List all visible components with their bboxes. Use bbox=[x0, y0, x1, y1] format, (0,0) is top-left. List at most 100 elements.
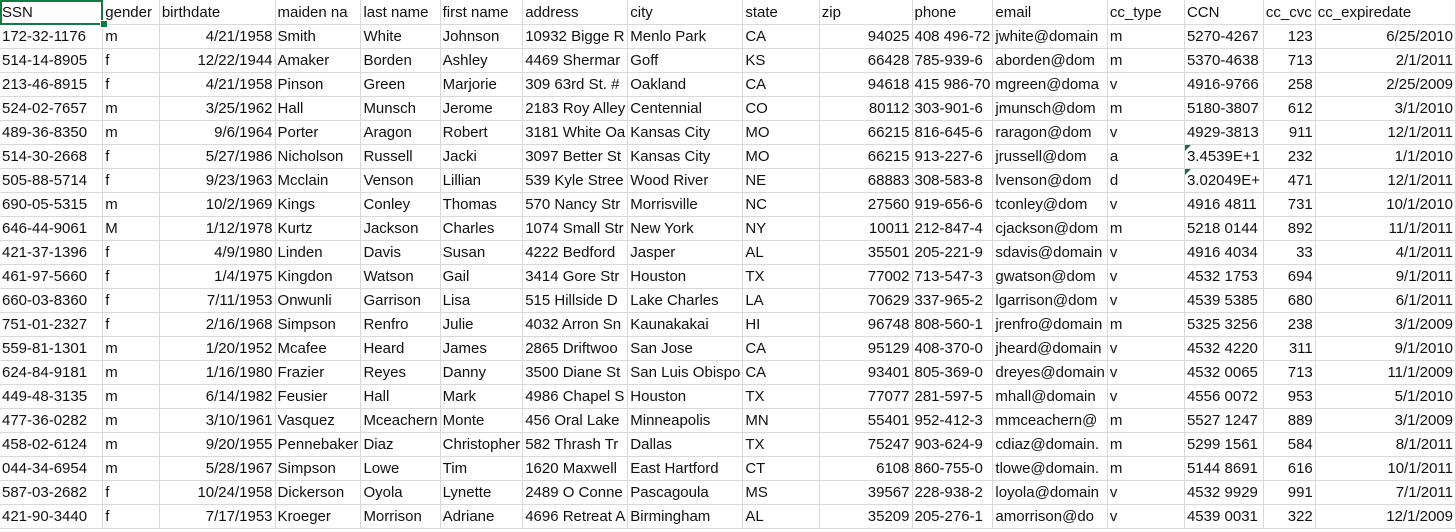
header-cell-birthdate[interactable]: birthdate bbox=[159, 0, 276, 25]
cell[interactable]: v bbox=[1107, 480, 1185, 505]
cell[interactable]: 205-276-1 bbox=[912, 504, 994, 529]
cell[interactable]: 93401 bbox=[819, 360, 913, 385]
cell[interactable]: jmunsch@dom bbox=[992, 96, 1108, 121]
cell[interactable]: Centennial bbox=[627, 96, 744, 121]
cell[interactable]: Reyes bbox=[360, 360, 441, 385]
cell[interactable]: MN bbox=[742, 408, 820, 433]
cell[interactable]: 258 bbox=[1263, 72, 1316, 97]
cell[interactable]: 1/12/1978 bbox=[159, 216, 276, 241]
cell[interactable]: 4916-9766 bbox=[1184, 72, 1264, 97]
cell[interactable]: CA bbox=[742, 24, 820, 49]
cell[interactable]: Morrisville bbox=[627, 192, 744, 217]
cell[interactable]: Linden bbox=[275, 240, 362, 265]
cell[interactable]: 461-97-5660 bbox=[0, 264, 104, 289]
cell[interactable]: Kaunakakai bbox=[627, 312, 744, 337]
cell[interactable]: Mark bbox=[440, 384, 524, 409]
cell[interactable]: Renfro bbox=[360, 312, 441, 337]
cell[interactable]: 4532 0065 bbox=[1184, 360, 1264, 385]
cell[interactable]: f bbox=[102, 168, 160, 193]
cell[interactable]: 7/11/1953 bbox=[159, 288, 276, 313]
cell[interactable]: Onwunli bbox=[275, 288, 362, 313]
cell[interactable]: 77002 bbox=[819, 264, 913, 289]
cell[interactable]: 1620 Maxwell bbox=[522, 456, 629, 481]
cell[interactable]: Jerome bbox=[440, 96, 524, 121]
cell[interactable]: 96748 bbox=[819, 312, 913, 337]
cell[interactable]: 4532 1753 bbox=[1184, 264, 1264, 289]
cell[interactable]: 570 Nancy Str bbox=[522, 192, 629, 217]
cell[interactable]: Davis bbox=[360, 240, 441, 265]
cell[interactable]: m bbox=[1107, 312, 1185, 337]
cell[interactable]: Pinson bbox=[275, 72, 362, 97]
cell[interactable]: Lake Charles bbox=[627, 288, 744, 313]
cell[interactable]: v bbox=[1107, 288, 1185, 313]
cell[interactable]: 1/16/1980 bbox=[159, 360, 276, 385]
header-cell-ssn[interactable]: SSN bbox=[0, 0, 104, 25]
cell[interactable]: 11/1/2009 bbox=[1315, 360, 1456, 385]
cell[interactable]: 172-32-1176 bbox=[0, 24, 104, 49]
error-indicator-icon[interactable] bbox=[1184, 169, 1191, 175]
cell[interactable]: 4/21/1958 bbox=[159, 72, 276, 97]
cell[interactable]: f bbox=[102, 240, 160, 265]
cell[interactable]: 4222 Bedford bbox=[522, 240, 629, 265]
cell[interactable]: 2/16/1968 bbox=[159, 312, 276, 337]
cell[interactable]: f bbox=[102, 264, 160, 289]
cell[interactable]: 5527 1247 bbox=[1184, 408, 1264, 433]
cell[interactable]: 612 bbox=[1263, 96, 1316, 121]
cell[interactable]: 213-46-8915 bbox=[0, 72, 104, 97]
cell[interactable]: Pascagoula bbox=[627, 480, 744, 505]
cell[interactable]: 6/1/2011 bbox=[1315, 288, 1456, 313]
cell[interactable]: 238 bbox=[1263, 312, 1316, 337]
cell[interactable]: Kurtz bbox=[275, 216, 362, 241]
cell[interactable]: tlowe@domain. bbox=[992, 456, 1108, 481]
cell[interactable]: v bbox=[1107, 192, 1185, 217]
cell[interactable]: Amaker bbox=[275, 48, 362, 73]
cell[interactable]: 4916 4811 bbox=[1184, 192, 1264, 217]
cell[interactable]: 514-30-2668 bbox=[0, 144, 104, 169]
cell[interactable]: Lynette bbox=[440, 480, 524, 505]
cell[interactable]: 889 bbox=[1263, 408, 1316, 433]
cell[interactable]: raragon@dom bbox=[992, 120, 1108, 145]
cell[interactable]: Munsch bbox=[360, 96, 441, 121]
cell[interactable]: Kingdon bbox=[275, 264, 362, 289]
header-cell-maiden-na[interactable]: maiden na bbox=[275, 0, 362, 25]
cell[interactable]: Danny bbox=[440, 360, 524, 385]
cell[interactable]: Robert bbox=[440, 120, 524, 145]
cell[interactable]: Lillian bbox=[440, 168, 524, 193]
cell[interactable]: Morrison bbox=[360, 504, 441, 529]
cell[interactable]: m bbox=[1107, 24, 1185, 49]
cell[interactable]: 731 bbox=[1263, 192, 1316, 217]
cell[interactable]: 5370-4638 bbox=[1184, 48, 1264, 73]
cell[interactable]: d bbox=[1107, 168, 1185, 193]
cell[interactable]: 75247 bbox=[819, 432, 913, 457]
cell[interactable]: 322 bbox=[1263, 504, 1316, 529]
cell[interactable]: Kansas City bbox=[627, 144, 744, 169]
cell[interactable]: NE bbox=[742, 168, 820, 193]
cell[interactable]: 3/1/2010 bbox=[1315, 96, 1456, 121]
cell[interactable]: 477-36-0282 bbox=[0, 408, 104, 433]
header-cell-gender[interactable]: gender bbox=[102, 0, 160, 25]
cell[interactable]: White bbox=[360, 24, 441, 49]
cell[interactable]: f bbox=[102, 72, 160, 97]
cell[interactable]: CO bbox=[742, 96, 820, 121]
cell[interactable]: 308-583-8 bbox=[912, 168, 994, 193]
cell[interactable]: v bbox=[1107, 504, 1185, 529]
cell[interactable]: 228-938-2 bbox=[912, 480, 994, 505]
cell[interactable]: LA bbox=[742, 288, 820, 313]
cell[interactable]: Monte bbox=[440, 408, 524, 433]
cell[interactable]: 449-48-3135 bbox=[0, 384, 104, 409]
cell[interactable]: 27560 bbox=[819, 192, 913, 217]
cell[interactable]: Johnson bbox=[440, 24, 524, 49]
header-cell-last-name[interactable]: last name bbox=[360, 0, 441, 25]
cell[interactable]: 919-656-6 bbox=[912, 192, 994, 217]
cell[interactable]: 4556 0072 bbox=[1184, 384, 1264, 409]
cell[interactable]: 9/6/1964 bbox=[159, 120, 276, 145]
cell[interactable]: m bbox=[102, 384, 160, 409]
cell[interactable]: 489-36-8350 bbox=[0, 120, 104, 145]
cell[interactable]: Julie bbox=[440, 312, 524, 337]
cell[interactable]: 9/1/2010 bbox=[1315, 336, 1456, 361]
header-cell-email[interactable]: email bbox=[992, 0, 1108, 25]
cell[interactable]: 415 986-70 bbox=[912, 72, 994, 97]
cell[interactable]: 281-597-5 bbox=[912, 384, 994, 409]
cell[interactable]: m bbox=[1107, 456, 1185, 481]
cell[interactable]: 12/1/2011 bbox=[1315, 120, 1456, 145]
